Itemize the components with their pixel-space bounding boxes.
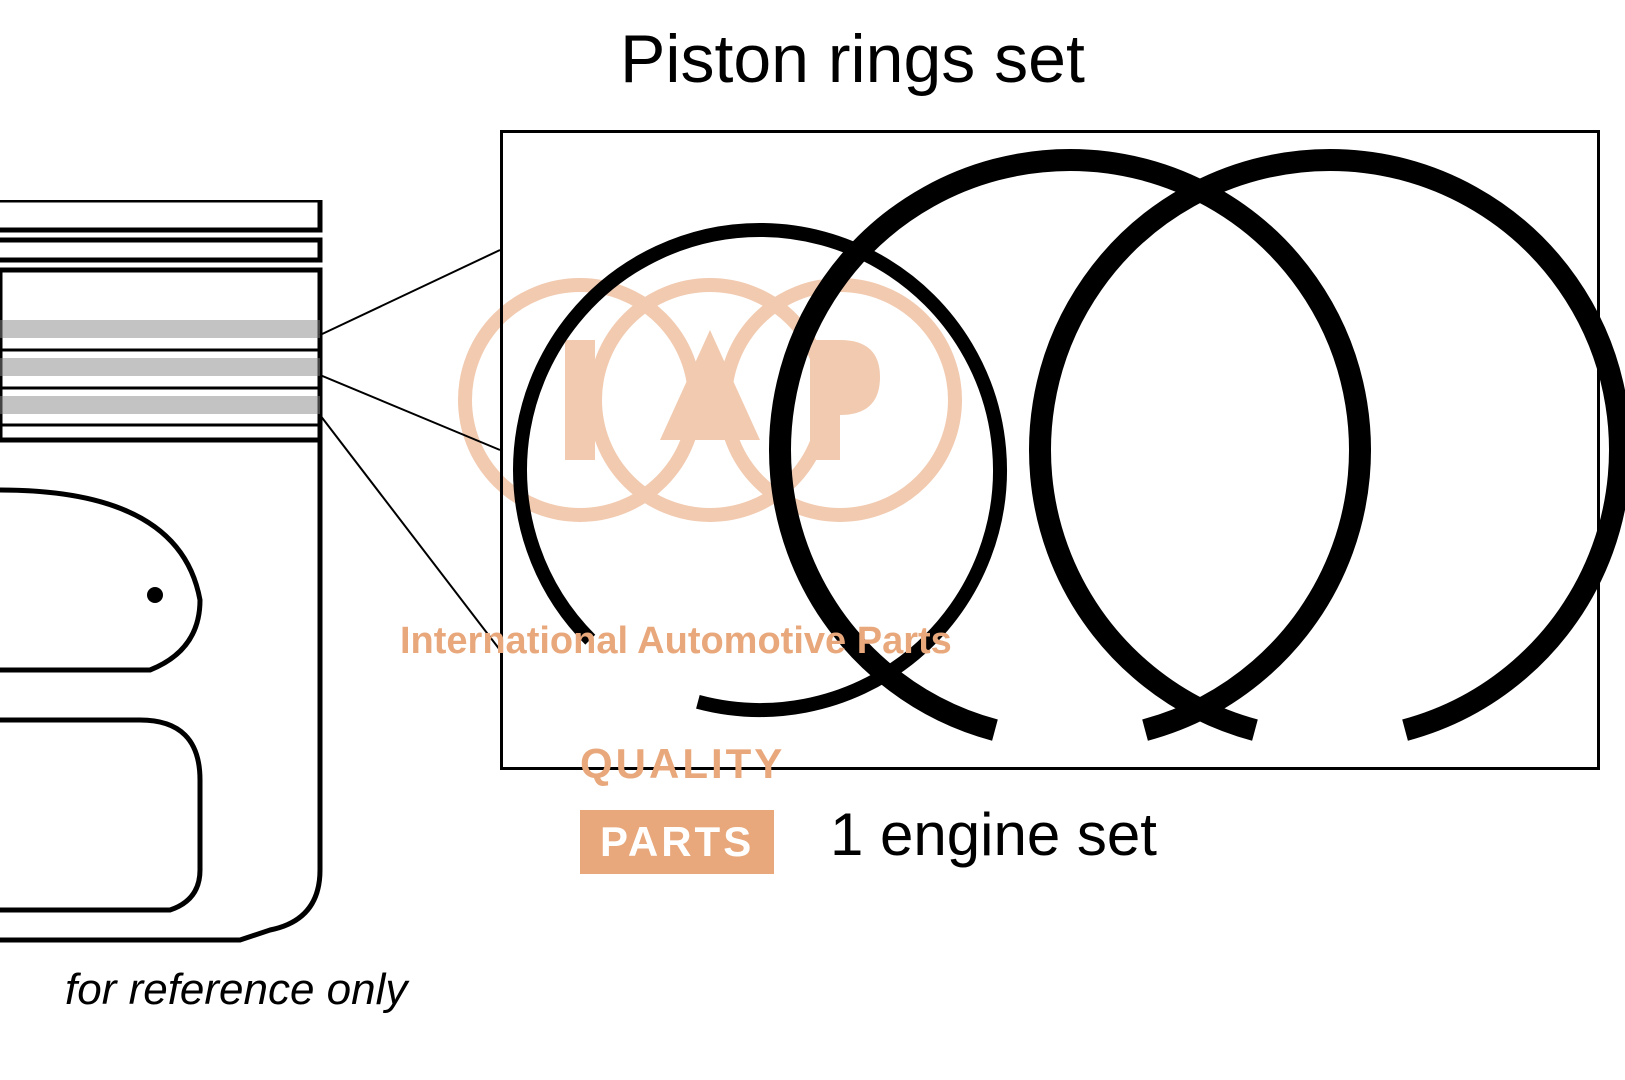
piston-rings-illustration	[0, 0, 1625, 1080]
watermark-quality-text: QUALITY	[580, 740, 785, 788]
watermark-tagline: International Automotive Parts	[400, 620, 952, 663]
watermark-parts-text: PARTS	[580, 810, 774, 874]
engine-set-label: 1 engine set	[830, 800, 1157, 869]
reference-note: for reference only	[65, 965, 407, 1015]
